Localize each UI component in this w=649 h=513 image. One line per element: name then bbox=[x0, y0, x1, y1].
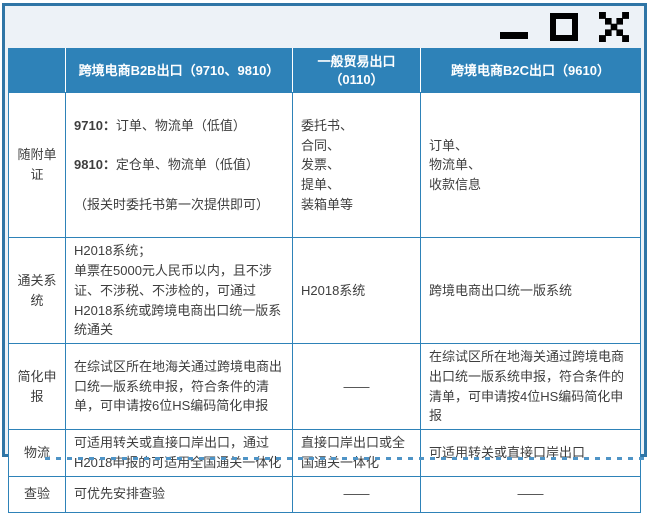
cell-simplified-general: —— bbox=[292, 343, 421, 430]
cell-logistics-b2b: 可适用转关或直接口岸出口，通过H2018申报的可适用全国通关一体化 bbox=[65, 429, 293, 477]
cell-simplified-b2c: 在综试区所在地海关通过跨境电商出口统一版系统申报，符合条件的清单，可申请按4位H… bbox=[420, 343, 641, 430]
cell-inspection-general: —— bbox=[292, 475, 421, 513]
row-documents: 随附单证 9710：订单、物流单（低值） 9810：定仓单、物流单（低值） （报… bbox=[8, 91, 641, 239]
header-b2b: 跨境电商B2B出口（9710、9810） bbox=[65, 48, 293, 93]
cell-logistics-general: 直接口岸出口或全国通关一体化 bbox=[292, 429, 421, 477]
cell-simplified-b2b: 在综试区所在地海关通过跨境电商出口统一版系统申报，符合条件的清单，可申请按6位H… bbox=[65, 343, 293, 430]
cell-system-general: H2018系统 bbox=[292, 237, 421, 344]
row-inspection: 查验 可优先安排查验 —— —— bbox=[8, 475, 641, 513]
close-button[interactable] bbox=[598, 11, 630, 43]
header-row: 跨境电商B2B出口（9710、9810） 一般贸易出口（0110） 跨境电商B2… bbox=[8, 48, 641, 93]
cell-documents-b2c: 订单、 物流单、 收款信息 bbox=[420, 91, 641, 239]
minimize-icon bbox=[500, 31, 528, 39]
table-area: 跨境电商B2B出口（9710、9810） 一般贸易出口（0110） 跨境电商B2… bbox=[5, 48, 644, 513]
code-9710: 9710： bbox=[74, 117, 116, 133]
bottom-dotted-line bbox=[45, 457, 649, 460]
window: 跨境电商B2B出口（9710、9810） 一般贸易出口（0110） 跨境电商B2… bbox=[2, 3, 647, 513]
header-label-col bbox=[8, 48, 66, 93]
minimize-button[interactable] bbox=[498, 11, 530, 43]
documents-b2b-note: （报关时委托书第一次提供即可） bbox=[74, 196, 270, 212]
row-label-inspection: 查验 bbox=[8, 475, 66, 513]
title-bar bbox=[5, 6, 644, 48]
cell-documents-general: 委托书、 合同、 发票、 提单、 装箱单等 bbox=[292, 91, 421, 239]
cell-inspection-b2c: —— bbox=[420, 475, 641, 513]
row-label-clearance-system: 通关系统 bbox=[8, 237, 66, 344]
header-general-trade: 一般贸易出口（0110） bbox=[292, 48, 421, 93]
code-9810: 9810： bbox=[74, 157, 116, 173]
maximize-icon bbox=[550, 13, 578, 41]
cell-documents-b2b: 9710：订单、物流单（低值） 9810：定仓单、物流单（低值） （报关时委托书… bbox=[65, 91, 293, 239]
row-simplified-declaration: 简化申报 在综试区所在地海关通过跨境电商出口统一版系统申报，符合条件的清单，可申… bbox=[8, 343, 641, 430]
cell-system-b2c: 跨境电商出口统一版系统 bbox=[420, 237, 641, 344]
cell-system-b2b: H2018系统； 单票在5000元人民币以内，且不涉证、不涉税、不涉检的，可通过… bbox=[65, 237, 293, 344]
row-logistics: 物流 可适用转关或直接口岸出口，通过H2018申报的可适用全国通关一体化 直接口… bbox=[8, 429, 641, 477]
row-label-logistics: 物流 bbox=[8, 429, 66, 477]
row-label-documents: 随附单证 bbox=[8, 91, 66, 239]
maximize-button[interactable] bbox=[548, 11, 580, 43]
row-clearance-system: 通关系统 H2018系统； 单票在5000元人民币以内，且不涉证、不涉税、不涉检… bbox=[8, 237, 641, 344]
close-icon bbox=[599, 12, 629, 42]
row-label-simplified-declaration: 简化申报 bbox=[8, 343, 66, 430]
header-b2c: 跨境电商B2C出口（9610） bbox=[420, 48, 641, 93]
cell-logistics-b2c: 可适用转关或直接口岸出口 bbox=[420, 429, 641, 477]
cell-inspection-b2b: 可优先安排查验 bbox=[65, 475, 293, 513]
comparison-table: 跨境电商B2B出口（9710、9810） 一般贸易出口（0110） 跨境电商B2… bbox=[8, 48, 641, 513]
